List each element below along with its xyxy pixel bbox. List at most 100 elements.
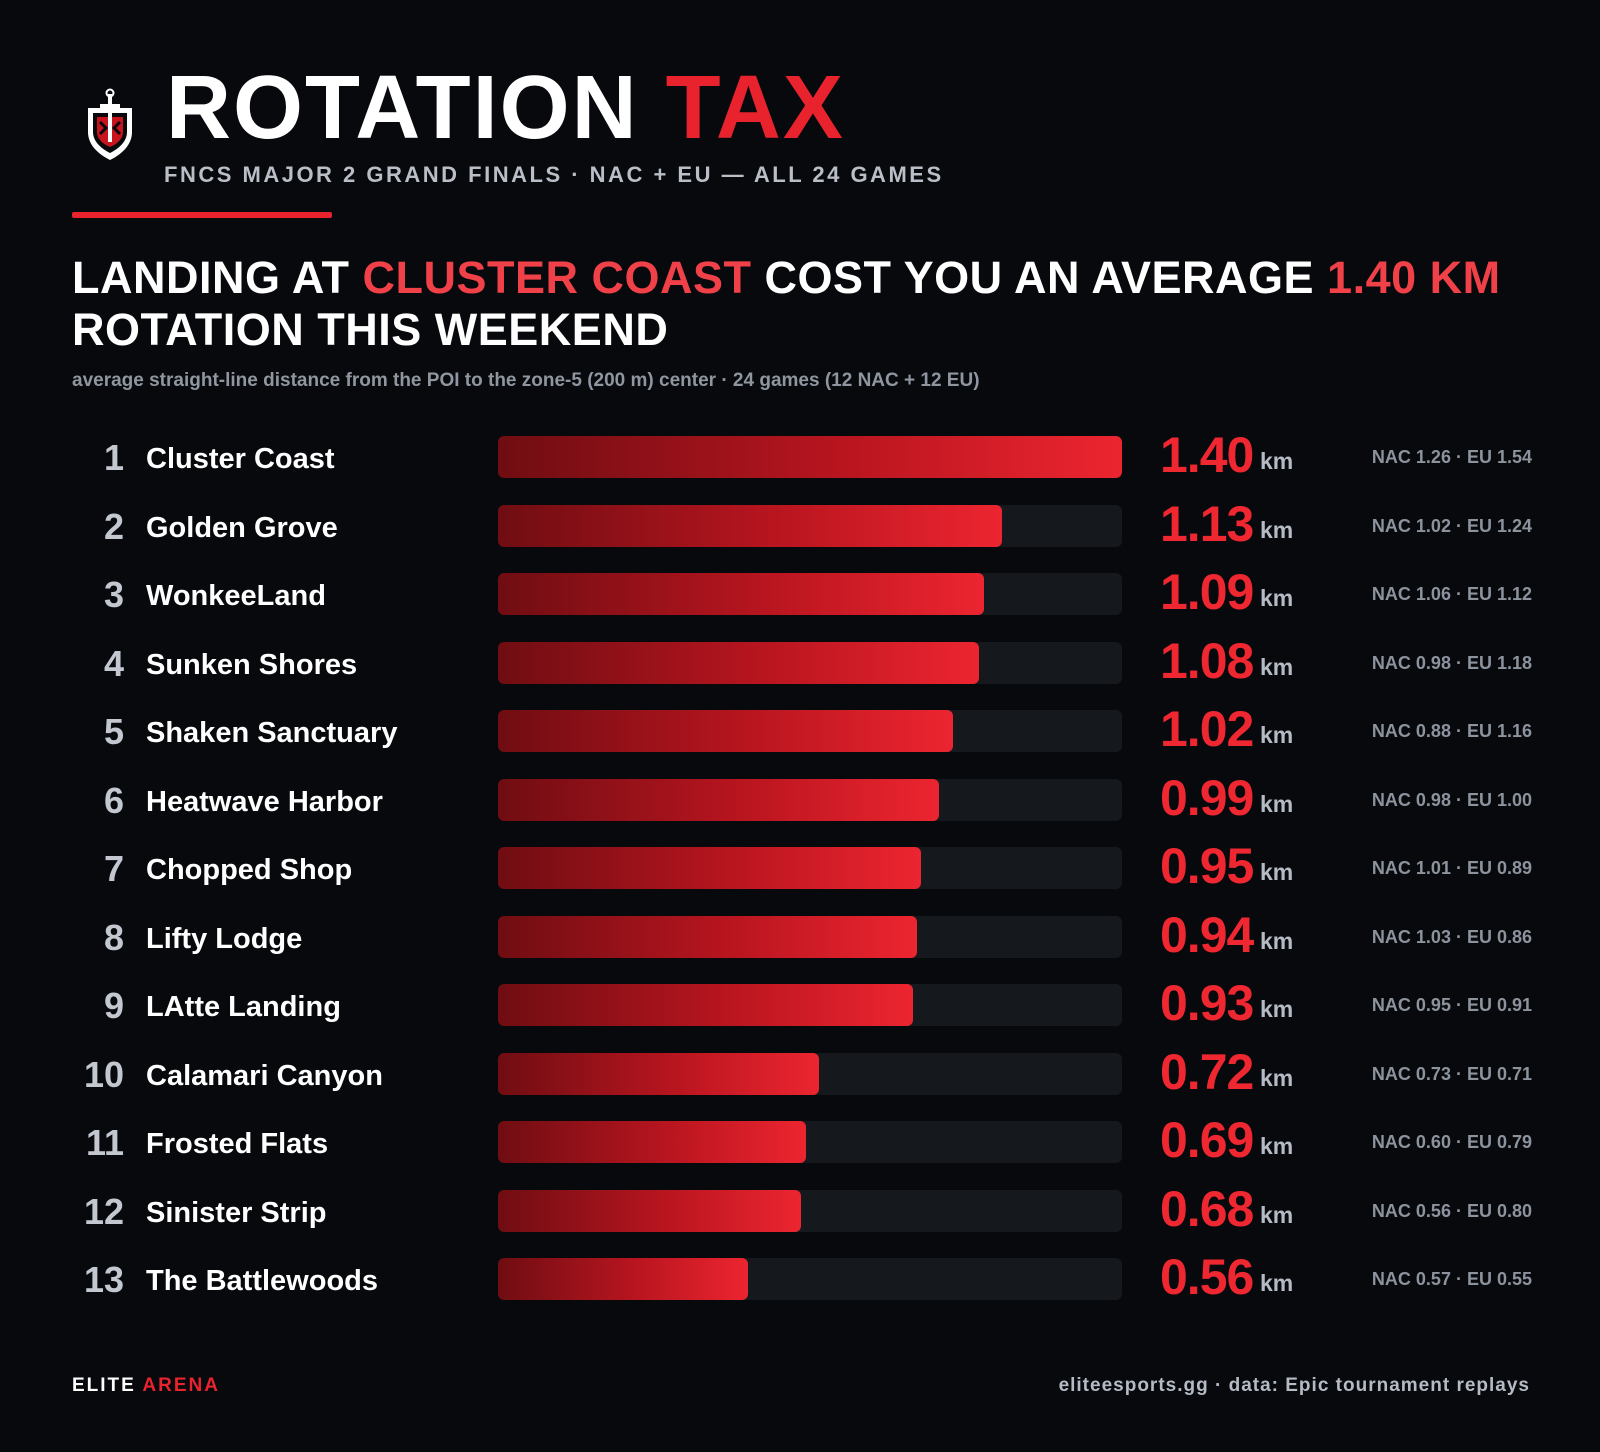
- chart-row: 6 Heatwave Harbor 0.99 km NAC 0.98 · EU 1.00: [72, 766, 1532, 836]
- region-split-label: NAC 0.57 · EU 0.55: [1371, 1269, 1532, 1289]
- rank-label: 8: [103, 916, 124, 958]
- bar: [498, 1052, 819, 1095]
- value-label: 0.99: [1160, 769, 1254, 826]
- footer-brand: ELITE ARENA: [72, 1375, 220, 1397]
- region-split-label: NAC 0.73 · EU 0.71: [1371, 1063, 1532, 1084]
- shield-sword-icon: [88, 88, 132, 160]
- rank-label: 12: [83, 1190, 124, 1232]
- category-label: Shaken Sanctuary: [146, 717, 398, 749]
- bar: [498, 1121, 806, 1163]
- bar: [498, 915, 917, 958]
- bar-track: [498, 1189, 1122, 1232]
- footer-credit: eliteesports.gg · data: Epic tournament …: [1058, 1375, 1530, 1396]
- region-split-label: NAC 0.88 · EU 1.16: [1371, 721, 1532, 741]
- chart-row: 7 Chopped Shop 0.95 km NAC 1.01 · EU 0.89: [72, 834, 1532, 904]
- rank-label: 4: [103, 642, 124, 684]
- unit-label: km: [1260, 653, 1294, 680]
- rank-label: 7: [103, 848, 124, 889]
- region-split-label: NAC 0.98 · EU 1.00: [1371, 789, 1532, 810]
- rank-label: 6: [103, 779, 124, 821]
- region-split-label: NAC 0.95 · EU 0.91: [1371, 995, 1532, 1015]
- unit-label: km: [1260, 1201, 1294, 1228]
- category-label: Chopped Shop: [146, 854, 353, 886]
- value-label: 0.93: [1160, 975, 1254, 1031]
- chart-row: 13 The Battlewoods 0.56 km NAC 0.57 · EU 0.5…: [72, 1245, 1532, 1315]
- bar-track: [498, 710, 1122, 752]
- bar-chart: 1 Cluster Coast 1.40 km NAC 1.26 · EU 1.54 2 G…: [72, 423, 1532, 1323]
- unit-label: km: [1260, 790, 1294, 817]
- bar-track: [498, 573, 1122, 615]
- bar-track: [498, 847, 1122, 889]
- region-split-label: NAC 0.60 · EU 0.79: [1371, 1132, 1532, 1152]
- bar: [498, 847, 921, 889]
- unit-label: km: [1260, 996, 1294, 1022]
- bar: [498, 641, 979, 684]
- footer-brand-main: ELITE: [72, 1375, 136, 1396]
- region-split-label: NAC 1.02 · EU 1.24: [1371, 515, 1532, 536]
- region-split-label: NAC 0.56 · EU 0.80: [1371, 1200, 1532, 1221]
- category-label: Sunken Shores: [146, 648, 358, 681]
- bar: [498, 984, 913, 1026]
- bar: [498, 573, 984, 615]
- bar-track: [498, 778, 1122, 821]
- unit-label: km: [1260, 516, 1294, 543]
- category-label: Golden Grove: [146, 511, 338, 544]
- chart-row: 9 LAtte Landing 0.93 km NAC 0.95 · EU 0.91: [72, 971, 1532, 1041]
- unit-label: km: [1260, 1064, 1294, 1091]
- headline-part3: ROTATION THIS WEEKEND: [72, 304, 669, 355]
- rank-label: 3: [103, 574, 124, 615]
- unit-label: km: [1260, 1270, 1294, 1296]
- value-label: 1.08: [1160, 632, 1254, 689]
- headline-part2: COST YOU AN AVERAGE: [751, 252, 1328, 303]
- value-label: 0.94: [1160, 906, 1254, 963]
- page-title: ROTATION TAX: [166, 58, 845, 158]
- rank-label: 10: [83, 1053, 124, 1095]
- headline: LANDING AT CLUSTER COAST COST YOU AN AVE…: [72, 252, 1532, 356]
- bar: [498, 1189, 801, 1232]
- page-subtitle: FNCS MAJOR 2 GRAND FINALS · NAC + EU — A…: [164, 162, 944, 187]
- headline-poi: CLUSTER COAST: [362, 252, 752, 303]
- bar-track: [498, 1052, 1122, 1095]
- rank-label: 13: [83, 1259, 124, 1300]
- unit-label: km: [1260, 1133, 1294, 1159]
- headline-value: 1.40 KM: [1327, 252, 1501, 303]
- region-split-label: NAC 1.03 · EU 0.86: [1371, 926, 1532, 947]
- value-label: 1.13: [1160, 495, 1254, 552]
- bar-track: [498, 504, 1122, 547]
- accent-rule: [72, 212, 332, 218]
- bar-track: [498, 1121, 1122, 1163]
- region-split-label: NAC 1.26 · EU 1.54: [1371, 447, 1532, 467]
- category-label: Lifty Lodge: [146, 922, 303, 955]
- value-label: 0.72: [1160, 1043, 1254, 1100]
- category-label: Frosted Flats: [146, 1128, 329, 1160]
- rank-label: 5: [103, 711, 124, 752]
- chart-row: 4 Sunken Shores 1.08 km NAC 0.98 · EU 1.18: [72, 629, 1532, 699]
- bar: [498, 778, 939, 821]
- category-label: Heatwave Harbor: [146, 785, 383, 818]
- chart-row: 3 WonkeeLand 1.09 km NAC 1.06 · EU 1.12: [72, 560, 1532, 630]
- chart-note: average straight-line distance from the …: [72, 370, 980, 391]
- bar: [498, 504, 1002, 547]
- category-label: LAtte Landing: [146, 991, 341, 1023]
- value-label: 0.95: [1160, 838, 1254, 894]
- chart-row: 8 Lifty Lodge 0.94 km NAC 1.03 · EU 0.86: [72, 903, 1532, 973]
- rank-label: 9: [103, 985, 124, 1026]
- rank-label: 1: [103, 437, 124, 478]
- title-main: ROTATION: [166, 58, 639, 158]
- category-label: Sinister Strip: [146, 1196, 327, 1229]
- bar-track: [498, 1258, 1122, 1300]
- chart-row: 1 Cluster Coast 1.40 km NAC 1.26 · EU 1.54: [72, 423, 1532, 493]
- title-accent: TAX: [665, 58, 845, 158]
- rank-label: 11: [85, 1122, 124, 1163]
- value-label: 0.56: [1160, 1249, 1254, 1305]
- value-label: 1.40: [1160, 427, 1254, 483]
- chart-row: 11 Frosted Flats 0.69 km NAC 0.60 · EU 0.79: [72, 1108, 1532, 1178]
- unit-label: km: [1260, 448, 1294, 474]
- unit-label: km: [1260, 722, 1294, 748]
- bar: [498, 1258, 748, 1300]
- region-split-label: NAC 0.98 · EU 1.18: [1371, 652, 1532, 673]
- category-label: Calamari Canyon: [146, 1059, 383, 1092]
- header: ROTATION TAX FNCS MAJOR 2 GRAND FINALS ·…: [72, 58, 1532, 228]
- category-label: WonkeeLand: [146, 580, 326, 612]
- value-label: 0.69: [1160, 1112, 1254, 1168]
